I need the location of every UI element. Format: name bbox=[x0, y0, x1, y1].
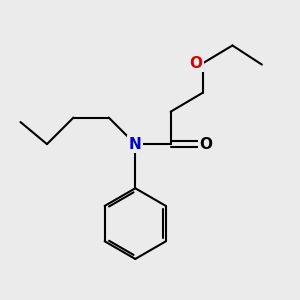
Text: O: O bbox=[200, 136, 212, 152]
Text: O: O bbox=[189, 56, 202, 70]
Text: N: N bbox=[129, 136, 142, 152]
